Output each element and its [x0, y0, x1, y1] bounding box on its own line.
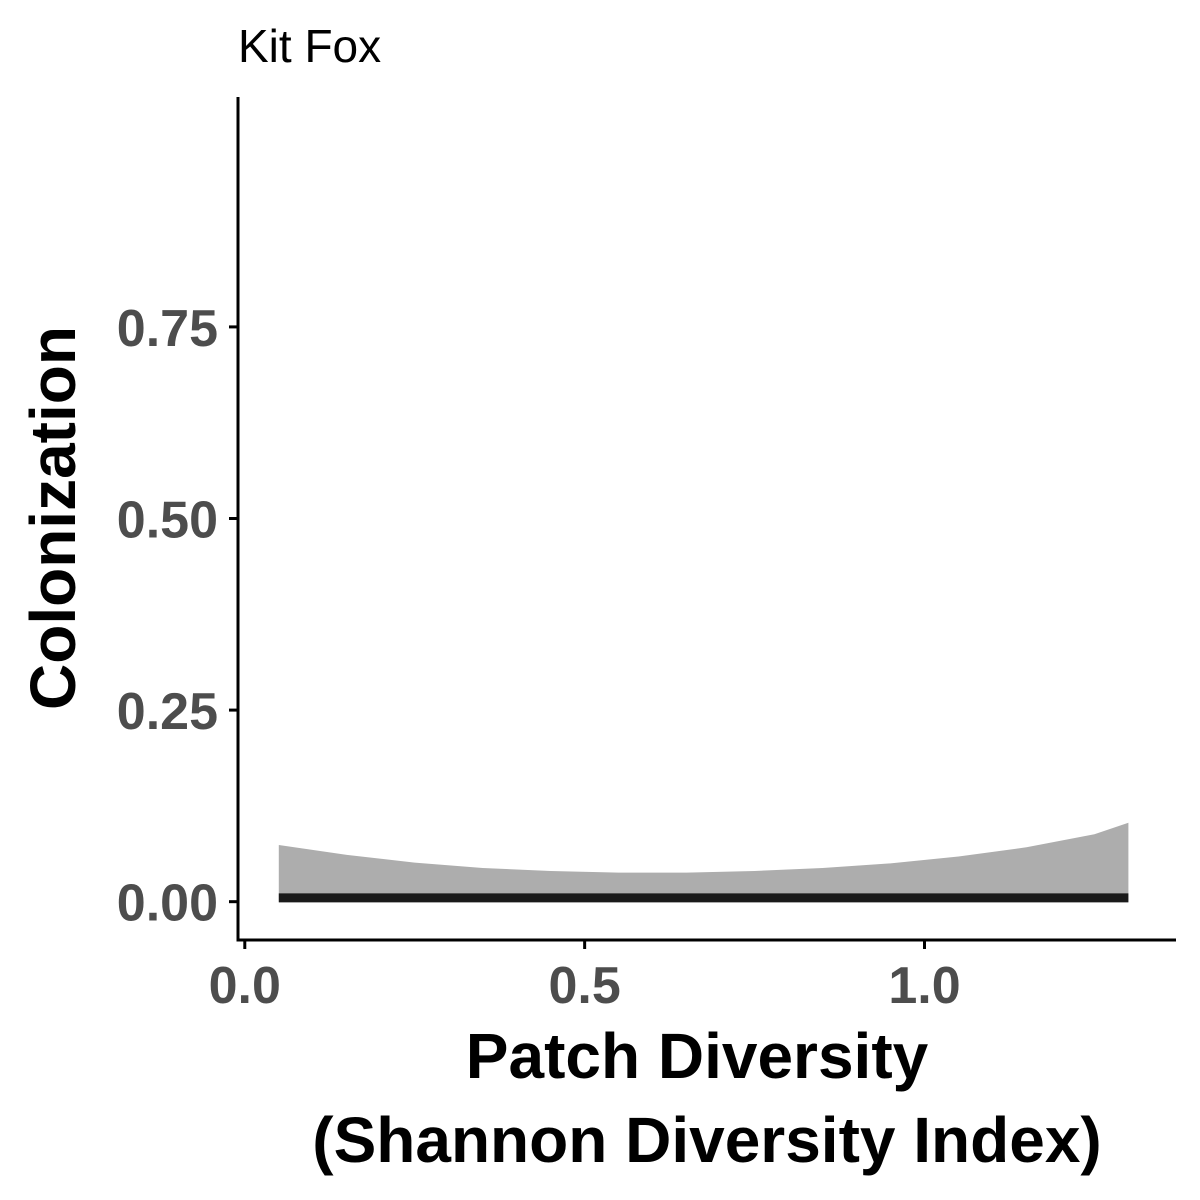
y-tick-label: 0.75	[117, 300, 218, 358]
y-tick-label: 0.25	[117, 683, 218, 741]
confidence-ribbon	[278, 822, 1129, 902]
ticks: 0.0 0.5 1.0 0.00 0.25 0.50 0.75	[117, 300, 961, 1015]
x-axis-title-line-1: Patch Diversity	[466, 1020, 929, 1092]
x-tick-label: 0.0	[209, 957, 281, 1015]
x-axis-title-line-2: (Shannon Diversity Index)	[312, 1104, 1101, 1176]
y-tick-label: 0.00	[117, 875, 218, 933]
x-tick-label: 0.5	[549, 957, 621, 1015]
axes	[236, 97, 1176, 942]
plot-area	[278, 822, 1129, 903]
x-tick-label: 1.0	[888, 957, 960, 1015]
y-axis-title: Colonization	[17, 326, 89, 710]
chart-title: Kit Fox	[238, 20, 381, 72]
y-tick-label: 0.50	[117, 492, 218, 550]
